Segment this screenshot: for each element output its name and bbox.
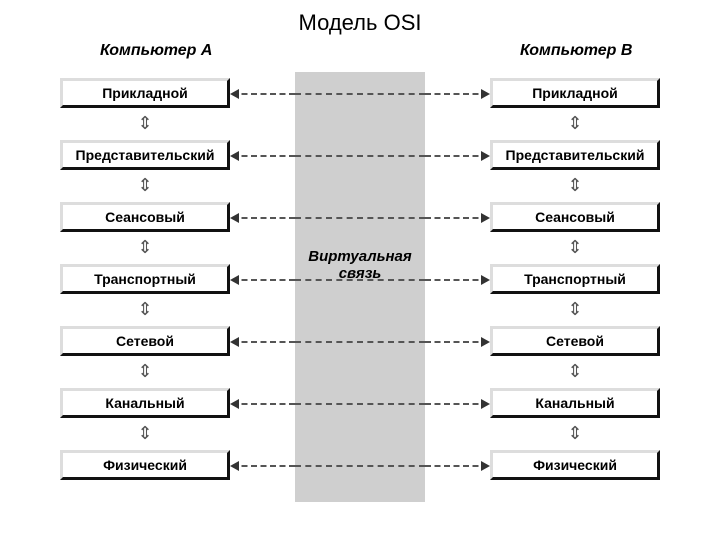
osi-diagram: Компьютер A Компьютер B Виртуальная связ… xyxy=(10,42,710,532)
layer-label-left-5: Канальный xyxy=(105,395,184,411)
center-column xyxy=(295,72,425,502)
h-arrowhead-left-4 xyxy=(230,337,239,347)
h-connector-left-5 xyxy=(232,403,295,405)
layer-label-right-5: Канальный xyxy=(535,395,614,411)
h-connector-center-6 xyxy=(295,465,425,467)
layer-label-left-4: Сетевой xyxy=(116,333,174,349)
header-computer-b: Компьютер B xyxy=(520,42,632,60)
h-connector-center-4 xyxy=(295,341,425,343)
h-arrowhead-left-2 xyxy=(230,213,239,223)
layer-label-right-6: Физический xyxy=(533,457,617,473)
diagram-title: Модель OSI xyxy=(0,10,720,36)
v-arrow-left-2: ⇕ xyxy=(136,238,154,256)
v-arrow-left-3: ⇕ xyxy=(136,300,154,318)
h-arrowhead-right-2 xyxy=(481,213,490,223)
h-arrowhead-right-0 xyxy=(481,89,490,99)
h-connector-left-4 xyxy=(232,341,295,343)
v-arrow-right-2: ⇕ xyxy=(566,238,584,256)
h-connector-left-6 xyxy=(232,465,295,467)
layer-box-right-0: Прикладной xyxy=(490,78,660,108)
layer-box-left-0: Прикладной xyxy=(60,78,230,108)
layer-box-right-2: Сеансовый xyxy=(490,202,660,232)
v-arrow-left-1: ⇕ xyxy=(136,176,154,194)
h-arrowhead-right-3 xyxy=(481,275,490,285)
h-connector-left-0 xyxy=(232,93,295,95)
center-label-line1: Виртуальная xyxy=(308,248,411,265)
h-arrowhead-right-4 xyxy=(481,337,490,347)
v-arrow-right-1: ⇕ xyxy=(566,176,584,194)
h-connector-right-5 xyxy=(425,403,488,405)
layer-box-left-3: Транспортный xyxy=(60,264,230,294)
layer-label-left-2: Сеансовый xyxy=(105,209,185,225)
layer-box-right-5: Канальный xyxy=(490,388,660,418)
v-arrow-right-5: ⇕ xyxy=(566,424,584,442)
h-connector-right-2 xyxy=(425,217,488,219)
h-connector-right-3 xyxy=(425,279,488,281)
h-arrowhead-left-5 xyxy=(230,399,239,409)
h-arrowhead-left-1 xyxy=(230,151,239,161)
h-arrowhead-right-5 xyxy=(481,399,490,409)
layer-box-right-1: Представительский xyxy=(490,140,660,170)
header-computer-a: Компьютер A xyxy=(100,42,212,60)
h-connector-left-3 xyxy=(232,279,295,281)
h-connector-right-6 xyxy=(425,465,488,467)
layer-box-left-2: Сеансовый xyxy=(60,202,230,232)
layer-label-right-3: Транспортный xyxy=(524,271,626,287)
h-connector-center-5 xyxy=(295,403,425,405)
v-arrow-right-0: ⇕ xyxy=(566,114,584,132)
virtual-link-label: Виртуальная связь xyxy=(300,248,420,283)
h-arrowhead-left-0 xyxy=(230,89,239,99)
h-arrowhead-left-6 xyxy=(230,461,239,471)
h-arrowhead-right-6 xyxy=(481,461,490,471)
h-connector-right-0 xyxy=(425,93,488,95)
v-arrow-left-4: ⇕ xyxy=(136,362,154,380)
h-arrowhead-left-3 xyxy=(230,275,239,285)
h-connector-center-1 xyxy=(295,155,425,157)
h-connector-right-1 xyxy=(425,155,488,157)
h-connector-center-0 xyxy=(295,93,425,95)
v-arrow-right-3: ⇕ xyxy=(566,300,584,318)
v-arrow-right-4: ⇕ xyxy=(566,362,584,380)
layer-box-left-6: Физический xyxy=(60,450,230,480)
layer-box-right-4: Сетевой xyxy=(490,326,660,356)
h-connector-center-3 xyxy=(295,279,425,281)
v-arrow-left-5: ⇕ xyxy=(136,424,154,442)
v-arrow-left-0: ⇕ xyxy=(136,114,154,132)
layer-label-left-0: Прикладной xyxy=(102,85,188,101)
layer-box-right-3: Транспортный xyxy=(490,264,660,294)
layer-label-left-6: Физический xyxy=(103,457,187,473)
h-connector-left-1 xyxy=(232,155,295,157)
h-connector-left-2 xyxy=(232,217,295,219)
h-arrowhead-right-1 xyxy=(481,151,490,161)
layer-label-left-1: Представительский xyxy=(76,147,215,163)
layer-label-left-3: Транспортный xyxy=(94,271,196,287)
layer-label-right-1: Представительский xyxy=(506,147,645,163)
layer-label-right-2: Сеансовый xyxy=(535,209,615,225)
h-connector-center-2 xyxy=(295,217,425,219)
layer-label-right-0: Прикладной xyxy=(532,85,618,101)
layer-box-right-6: Физический xyxy=(490,450,660,480)
layer-box-left-1: Представительский xyxy=(60,140,230,170)
layer-label-right-4: Сетевой xyxy=(546,333,604,349)
h-connector-right-4 xyxy=(425,341,488,343)
layer-box-left-5: Канальный xyxy=(60,388,230,418)
layer-box-left-4: Сетевой xyxy=(60,326,230,356)
